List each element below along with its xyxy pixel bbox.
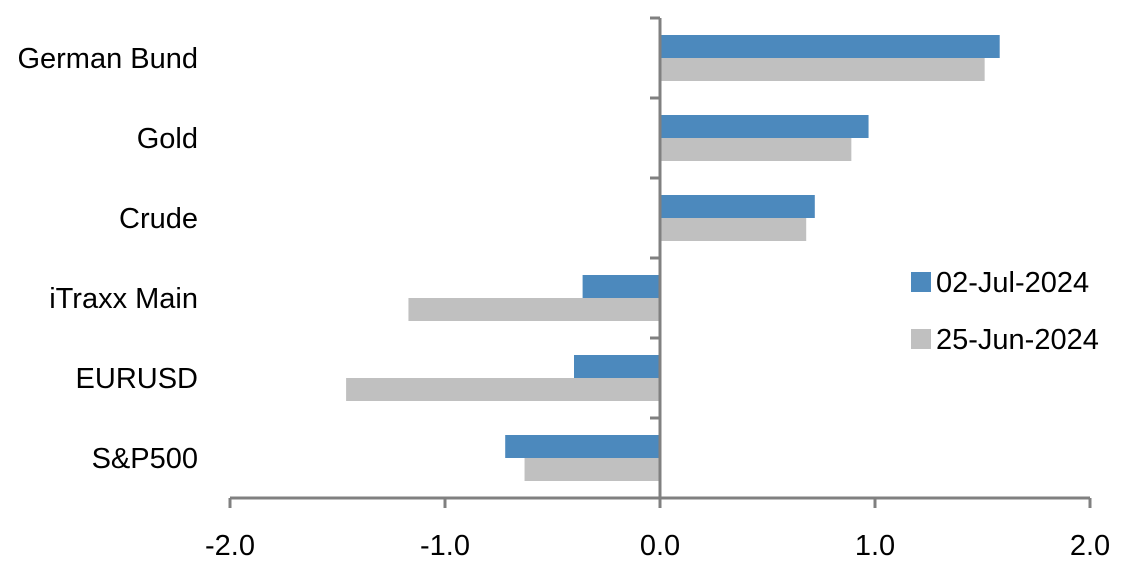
x-tick-label: 0.0	[640, 530, 680, 562]
category-label: Crude	[119, 203, 198, 235]
legend-label: 25-Jun-2024	[936, 324, 1099, 356]
x-tick-label: -2.0	[205, 530, 255, 562]
bar-02-jul	[660, 35, 1000, 58]
category-label: EURUSD	[76, 363, 198, 395]
legend-swatch	[911, 329, 931, 349]
bar-25-jun	[408, 298, 660, 321]
bar-25-jun	[660, 58, 985, 81]
category-label: S&P500	[92, 443, 198, 475]
bar-02-jul	[574, 355, 660, 378]
x-tick-label: -1.0	[420, 530, 470, 562]
bar-25-jun	[660, 218, 807, 241]
bar-02-jul	[660, 195, 815, 218]
bar-02-jul	[582, 275, 660, 298]
category-label: Gold	[137, 123, 198, 155]
bar-25-jun	[346, 378, 660, 401]
bar-02-jul	[660, 115, 869, 138]
x-tick-label: 1.0	[855, 530, 895, 562]
category-label: iTraxx Main	[49, 283, 198, 315]
legend-swatch	[911, 272, 931, 292]
category-label: German Bund	[17, 43, 198, 75]
bar-25-jun	[524, 458, 660, 481]
legend-label: 02-Jul-2024	[936, 267, 1089, 299]
x-tick-label: 2.0	[1070, 530, 1110, 562]
bar-25-jun	[660, 138, 852, 161]
bar-02-jul	[505, 435, 660, 458]
